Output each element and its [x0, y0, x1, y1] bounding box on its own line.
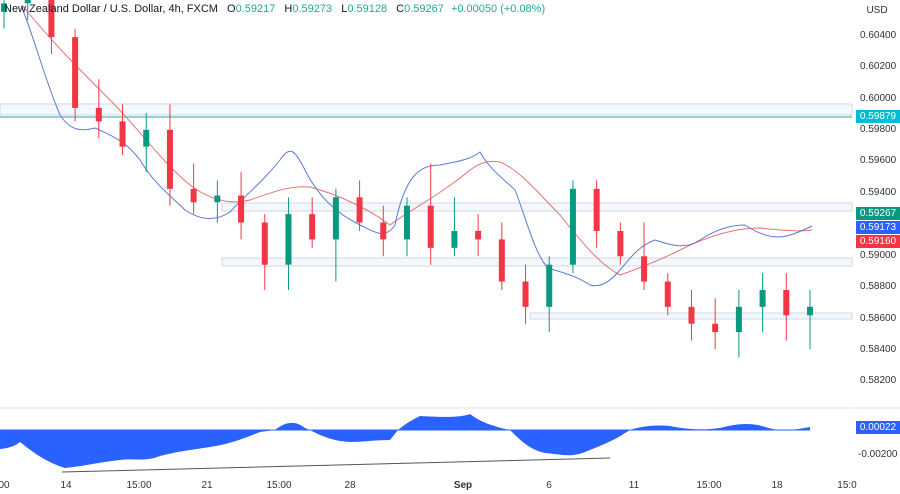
symbol-title: New Zealand Dollar / U.S. Dollar, 4h, FX…	[4, 3, 218, 15]
close-value: 0.59267	[404, 3, 444, 15]
oscillator-value-tag: 0.00022	[856, 421, 900, 434]
low-value: 0.59128	[347, 3, 388, 15]
fast-ma-tag: 0.59173	[856, 221, 900, 234]
change-value: +0.00050 (+0.08%)	[450, 3, 546, 15]
oscillator-area	[0, 414, 810, 468]
slow-ma-tag: 0.59160	[856, 235, 900, 248]
last-price-tag: 0.59267	[856, 207, 900, 220]
high-value: 0.59273	[292, 3, 333, 15]
chart-header: New Zealand Dollar / U.S. Dollar, 4h, FX…	[4, 3, 546, 15]
fast-ma-line	[21, 7, 813, 287]
resistance-price-tag: 0.59879	[856, 110, 900, 123]
slow-ma-line	[21, 4, 813, 276]
candlesticks	[1, 0, 813, 358]
divergence-trendline[interactable]	[61, 457, 611, 473]
currency-button[interactable]: USD	[855, 3, 899, 19]
zone-rectangles	[0, 103, 853, 320]
open-value: 0.59217	[235, 3, 276, 15]
